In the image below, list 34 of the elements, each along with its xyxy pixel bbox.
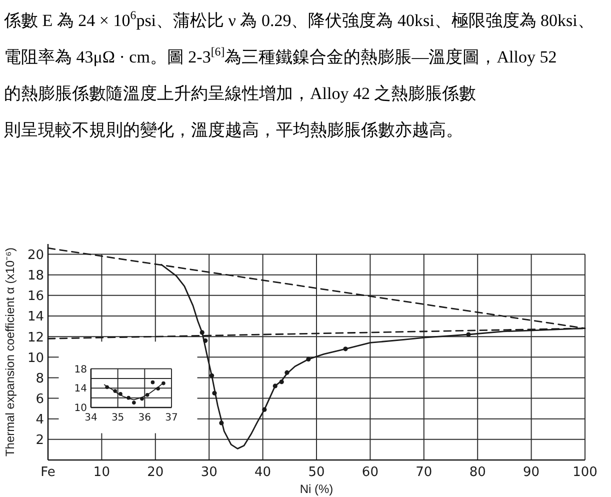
y-tick-label: 20 [27, 248, 44, 263]
y-tick-label: 10 [27, 350, 44, 366]
y-tick-label: 2 [36, 433, 44, 448]
x-tick-label: 70 [416, 465, 432, 480]
x-tick-label: 36 [138, 412, 152, 424]
y-tick-label: 8 [36, 371, 44, 386]
y-tick-label: 10 [74, 403, 87, 414]
x-tick-label: 90 [523, 465, 540, 480]
y-tick-label: 6 [36, 392, 44, 407]
text: 電阻率為 43μΩ · cm。圖 2-3$^{[6]}$為三種鐵鎳合金的熱膨脹—溫度圖，Alloy 52 [4, 44, 557, 66]
x-tick-label: 34 [84, 412, 98, 424]
x-tick-label: 20 [147, 465, 164, 480]
x-tick-label: 40 [254, 465, 272, 480]
x-tick-label: 80 [469, 465, 486, 480]
x-tick-label: 10 [93, 465, 110, 480]
x-tick-label: 50 [308, 465, 325, 480]
text: 則呈現較不規則的變化，溫度越高，平均熱膨脹係數亦越高。 [4, 120, 463, 140]
x-tick-label: 37 [165, 412, 178, 424]
x-tick-label: Fe [40, 465, 56, 480]
text: 的熱膨脹係數隨溫度上升約呈線性增加，Alloy 42 之熱膨脹係數 [4, 84, 476, 103]
y-axis-title: Thermal expansion coefficient α (x10⁻⁶) [3, 247, 17, 457]
x-tick-label: 35 [111, 412, 124, 424]
x-tick-label: 30 [200, 465, 218, 480]
y-tick-label: 12 [27, 330, 44, 346]
y-tick-label: 14 [27, 310, 44, 325]
y-tick-label: 4 [36, 412, 44, 428]
x-tick-label: 60 [362, 465, 378, 480]
y-tick-label: 18 [74, 364, 87, 376]
x-axis-title: Ni (%) [300, 482, 334, 496]
y-tick-label: 14 [74, 384, 87, 395]
y-tick-label: 18 [27, 268, 44, 284]
y-tick-label: 16 [27, 289, 44, 304]
x-tick-label: 100 [572, 465, 598, 480]
text: 係數 E 為 24 × 10$^{6}$psi、蒲松比 ν 為 0.29、降伏強度為 40ksi、極限強度為 80ksi、 [3, 8, 594, 30]
